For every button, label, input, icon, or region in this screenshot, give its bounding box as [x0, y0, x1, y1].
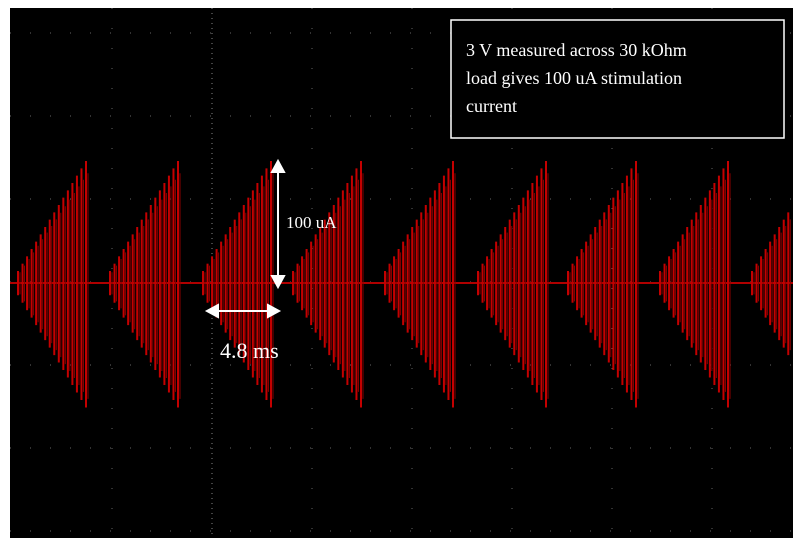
time-label: 4.8 ms: [220, 338, 279, 363]
note-line: load gives 100 uA stimulation: [466, 68, 682, 88]
scope-screen: 3 V measured across 30 kOhm load gives 1…: [0, 0, 793, 542]
amplitude-label: 100 uA: [286, 213, 337, 232]
note-line: current: [466, 96, 517, 116]
note-line: 3 V measured across 30 kOhm: [466, 40, 687, 60]
